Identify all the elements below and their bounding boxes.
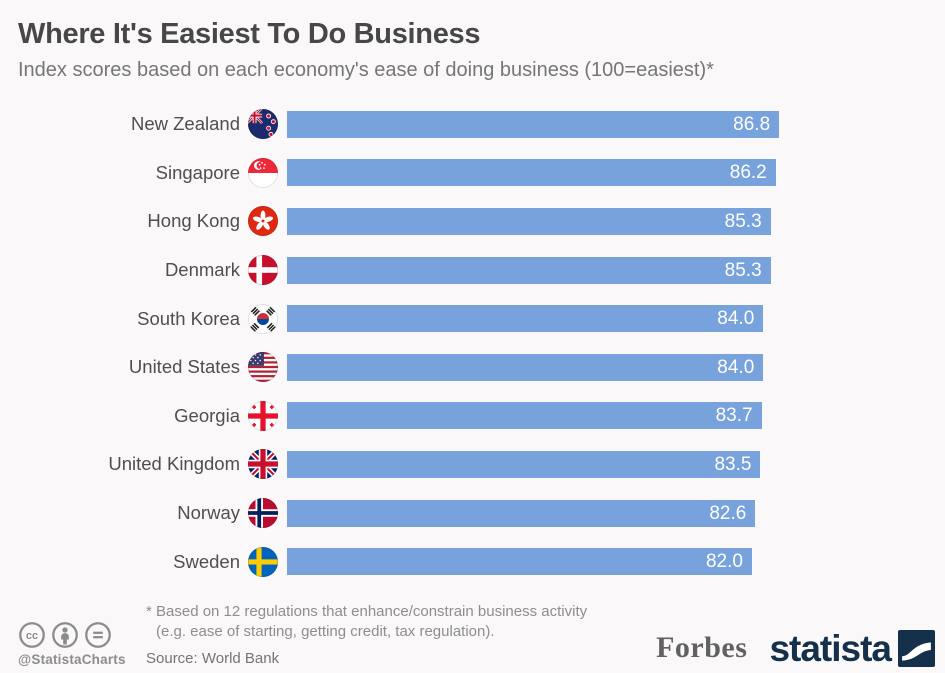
country-label: Hong Kong bbox=[147, 210, 240, 232]
cc-icon: cc bbox=[18, 621, 46, 649]
bar-value-label: 83.5 bbox=[714, 453, 752, 475]
bar: 83.5 bbox=[287, 450, 761, 478]
source-label: Source: World Bank bbox=[146, 650, 280, 667]
bar-row: Norway 82.6 bbox=[0, 489, 945, 538]
bar-row: New Zealand 86.8 bbox=[0, 100, 945, 149]
country-label: South Korea bbox=[137, 307, 240, 329]
bar-value-label: 85.3 bbox=[724, 259, 762, 281]
country-label: Denmark bbox=[164, 259, 240, 281]
bar-track: 85.3 bbox=[287, 207, 854, 235]
bar-value-label: 83.7 bbox=[715, 405, 753, 427]
country-label: Georgia bbox=[174, 404, 240, 426]
bar: 85.3 bbox=[287, 207, 771, 235]
bar-value-label: 86.2 bbox=[729, 162, 767, 184]
bar-row: South Korea 84.0 bbox=[0, 294, 945, 343]
flag-icon-singapore bbox=[248, 157, 278, 188]
bar-value-label: 82.6 bbox=[709, 502, 747, 524]
bar: 86.2 bbox=[287, 159, 776, 187]
flag-icon-georgia bbox=[248, 400, 278, 431]
bar-track: 83.5 bbox=[287, 450, 854, 478]
license-block: cc @StatistaCharts bbox=[18, 621, 138, 667]
country-label: Sweden bbox=[173, 550, 240, 572]
footnote-line-2: (e.g. ease of starting, getting credit, … bbox=[156, 623, 495, 640]
flag-icon-south-korea bbox=[248, 303, 278, 334]
header: Where It's Easiest To Do Business Index … bbox=[0, 0, 945, 83]
bar-track: 84.0 bbox=[287, 353, 854, 381]
bar-row: United Kingdom 83.5 bbox=[0, 440, 945, 489]
page-title: Where It's Easiest To Do Business bbox=[18, 18, 481, 50]
flag-icon-united-kingdom bbox=[248, 449, 278, 480]
bar-row: Denmark 85.3 bbox=[0, 246, 945, 295]
bar-track: 84.0 bbox=[287, 305, 854, 333]
brand-logos: Forbes statista bbox=[656, 630, 937, 667]
page-subtitle: Index scores based on each economy's eas… bbox=[18, 59, 714, 81]
country-label: Norway bbox=[177, 502, 240, 524]
bar-value-label: 84.0 bbox=[717, 308, 755, 330]
bar-row: Hong Kong 85.3 bbox=[0, 197, 945, 246]
bar: 84.0 bbox=[287, 353, 764, 381]
bar-value-label: 85.3 bbox=[724, 210, 762, 232]
bar: 85.3 bbox=[287, 256, 771, 284]
bar: 82.0 bbox=[287, 548, 752, 576]
bar: 83.7 bbox=[287, 402, 762, 430]
flag-icon-norway bbox=[248, 498, 278, 529]
footnote-block: * Based on 12 regulations that enhance/c… bbox=[138, 602, 656, 667]
bar: 86.8 bbox=[287, 110, 780, 138]
license-icons: cc bbox=[18, 621, 138, 649]
bar: 84.0 bbox=[287, 305, 764, 333]
country-label: United States bbox=[128, 356, 240, 378]
bar-value-label: 86.8 bbox=[733, 113, 771, 135]
nd-icon bbox=[84, 621, 112, 649]
bar-track: 82.0 bbox=[287, 548, 854, 576]
attribution-icon bbox=[51, 621, 79, 649]
svg-text:cc: cc bbox=[26, 630, 38, 642]
bar-value-label: 82.0 bbox=[705, 551, 743, 573]
bar: 82.6 bbox=[287, 499, 756, 527]
country-label: New Zealand bbox=[130, 113, 240, 135]
bar-track: 82.6 bbox=[287, 499, 854, 527]
bar-row: Singapore 86.2 bbox=[0, 149, 945, 198]
flag-icon-sweden bbox=[248, 546, 278, 577]
flag-icon-new-zealand bbox=[248, 109, 278, 140]
flag-icon-united-states bbox=[248, 352, 278, 383]
bar-chart: New Zealand 86.8 Singapore 86.2 Hong Kon… bbox=[0, 100, 945, 586]
bar-value-label: 84.0 bbox=[717, 356, 755, 378]
statista-charts-handle: @StatistaCharts bbox=[18, 652, 126, 667]
country-label: Singapore bbox=[155, 161, 240, 183]
statista-wordmark: statista bbox=[769, 628, 892, 669]
flag-icon-hong-kong bbox=[248, 206, 278, 237]
bar-track: 85.3 bbox=[287, 256, 854, 284]
bar-track: 83.7 bbox=[287, 402, 854, 430]
bar-row: Sweden 82.0 bbox=[0, 537, 945, 586]
footer: cc @StatistaCharts * Based on 12 regulat… bbox=[18, 602, 937, 667]
bar-track: 86.8 bbox=[287, 110, 854, 138]
statista-swoosh-icon bbox=[898, 630, 935, 667]
forbes-logo: Forbes bbox=[656, 631, 748, 664]
footnote-line-1: * Based on 12 regulations that enhance/c… bbox=[146, 603, 588, 620]
statista-logo: statista bbox=[769, 630, 935, 667]
bar-track: 86.2 bbox=[287, 159, 854, 187]
bar-row: Georgia 83.7 bbox=[0, 392, 945, 441]
bar-row: United States 84.0 bbox=[0, 343, 945, 392]
flag-icon-denmark bbox=[248, 255, 278, 286]
country-label: United Kingdom bbox=[108, 453, 240, 475]
